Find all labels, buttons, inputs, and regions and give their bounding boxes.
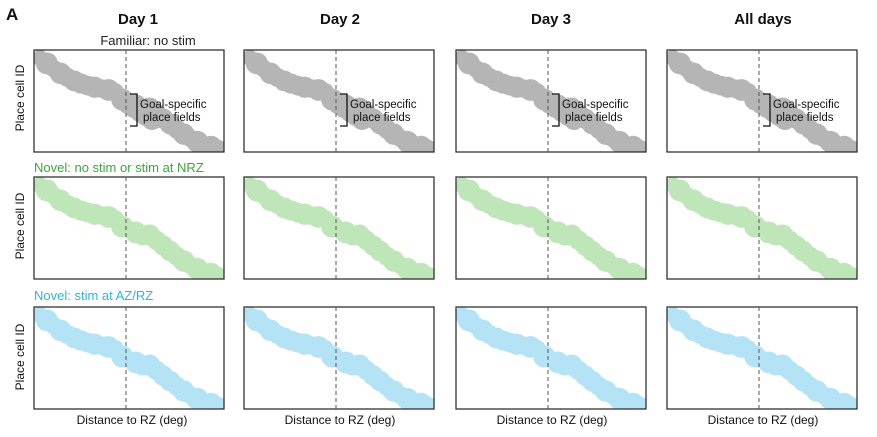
place-field-band [667, 177, 857, 279]
goal-annotation-line1: Goal-specific [562, 99, 629, 111]
panel-novel-azrz-all-days [666, 306, 858, 410]
panel-frame [33, 176, 225, 280]
goal-annotation-line1: Goal-specific [350, 99, 417, 111]
place-field-band [244, 177, 434, 279]
goal-field-bracket [130, 93, 138, 127]
y-axis-label-row-1: Place cell ID [13, 64, 27, 131]
column-header-all-days: All days [734, 11, 792, 28]
column-header-day-2: Day 2 [320, 11, 360, 28]
row-label-familiar: Familiar: no stim [100, 33, 195, 48]
place-field-band [667, 50, 857, 152]
panel-novel-nrz-day-3 [455, 176, 647, 280]
goal-field-bracket [552, 93, 560, 127]
goal-field-bracket [340, 93, 348, 127]
x-axis-label-day-3: Distance to RZ (deg) [497, 413, 608, 427]
panel-novel-azrz-day-2 [243, 306, 435, 410]
panel-novel-nrz-day-2 [243, 176, 435, 280]
panel-novel-nrz-all-days [666, 176, 858, 280]
goal-annotation-line1: Goal-specific [140, 99, 207, 111]
goal-annotation-line2: place fields [353, 112, 411, 124]
panel-frame [243, 49, 435, 153]
x-axis-label-all-days: Distance to RZ (deg) [708, 413, 819, 427]
goal-annotation-line2: place fields [776, 112, 834, 124]
place-field-band [34, 50, 224, 152]
panel-frame [33, 306, 225, 410]
panel-novel-nrz-day-1 [33, 176, 225, 280]
place-field-band [456, 307, 646, 409]
panel-novel-azrz-day-1 [33, 306, 225, 410]
y-axis-label-row-3: Place cell ID [13, 323, 27, 390]
panel-novel-azrz-day-3 [455, 306, 647, 410]
panel-frame [33, 49, 225, 153]
panel-frame [455, 176, 647, 280]
panel-frame [666, 306, 858, 410]
x-axis-label-day-2: Distance to RZ (deg) [285, 413, 396, 427]
panel-frame [666, 49, 858, 153]
place-field-band [34, 177, 224, 279]
goal-annotation-line2: place fields [143, 112, 201, 124]
panel-frame [455, 306, 647, 410]
row-label-novel-nrz: Novel: no stim or stim at NRZ [34, 160, 204, 175]
panel-frame [455, 49, 647, 153]
place-field-band [667, 307, 857, 409]
row-label-novel-azrz: Novel: stim at AZ/RZ [34, 288, 153, 303]
y-axis-label-row-2: Place cell ID [13, 192, 27, 259]
place-field-band [456, 50, 646, 152]
goal-annotation-line1: Goal-specific [773, 99, 840, 111]
x-axis-label-day-1: Distance to RZ (deg) [77, 413, 188, 427]
column-header-day-1: Day 1 [118, 11, 158, 28]
place-field-band [456, 177, 646, 279]
column-header-day-3: Day 3 [531, 11, 571, 28]
panel-frame [243, 306, 435, 410]
goal-annotation-line2: place fields [565, 112, 623, 124]
place-field-band [34, 307, 224, 409]
goal-field-bracket [763, 93, 771, 127]
panel-frame [243, 176, 435, 280]
place-field-band [244, 307, 434, 409]
panel-letter: A [6, 5, 18, 24]
panel-frame [666, 176, 858, 280]
place-field-band [244, 50, 434, 152]
